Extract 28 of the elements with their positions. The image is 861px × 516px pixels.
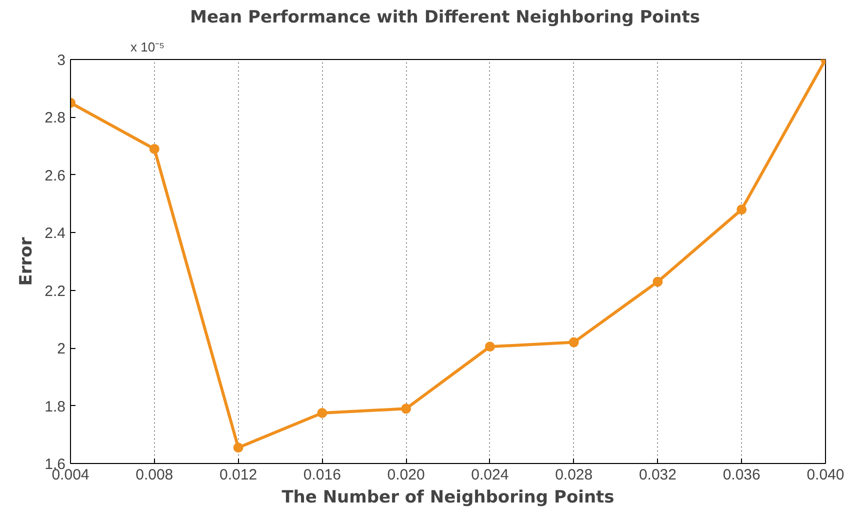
x-tick-label: 0.012	[220, 466, 258, 484]
point	[233, 442, 244, 453]
y-tick-label: 2	[57, 340, 66, 358]
y-tick-label: 2.4	[44, 225, 66, 242]
y-tick-label: 1.8	[44, 398, 66, 416]
point	[149, 144, 160, 154]
x-tick-label: 0.028	[555, 466, 593, 484]
text: x 10⁻⁵	[130, 40, 164, 54]
x-tick-label: 0.040	[806, 466, 844, 484]
x-tick-label: 0.024	[471, 466, 509, 484]
point	[317, 408, 328, 418]
point	[484, 342, 495, 352]
point	[568, 337, 579, 348]
point	[401, 404, 412, 414]
x-axis-title: The Number of Neighboring Points	[282, 488, 614, 508]
x-tick-label: 0.032	[638, 466, 676, 484]
chart-title: Mean Performance with Different Neighboring Points	[190, 8, 700, 28]
x-tick-label: 0.008	[136, 466, 174, 484]
x-tick-label: 0.036	[722, 466, 760, 484]
y-tick-label: 2.6	[44, 167, 66, 184]
y-tick-label: 3	[57, 52, 66, 69]
point	[652, 276, 663, 287]
point	[736, 204, 747, 215]
x-tick-label: 0.020	[387, 466, 425, 484]
x-tick-label: 0.016	[303, 466, 341, 484]
y-tick-label: 2.2	[44, 282, 66, 300]
y-tick-label: 2.8	[44, 110, 66, 127]
y-axis-title: Error	[16, 236, 37, 286]
